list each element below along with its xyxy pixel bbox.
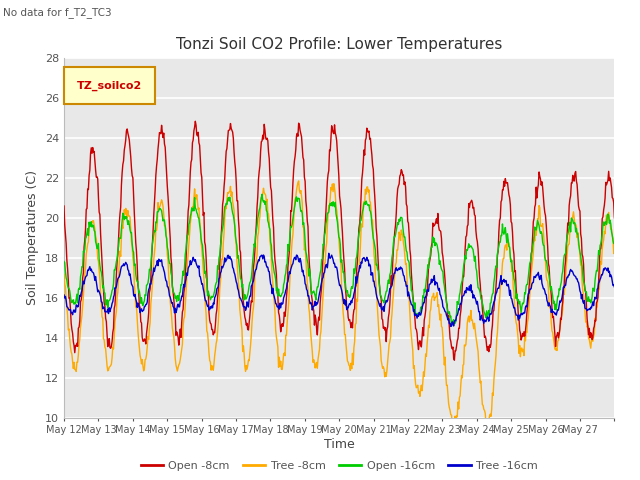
FancyBboxPatch shape xyxy=(64,67,155,104)
Legend: Open -8cm, Tree -8cm, Open -16cm, Tree -16cm: Open -8cm, Tree -8cm, Open -16cm, Tree -… xyxy=(136,456,542,475)
Title: Tonzi Soil CO2 Profile: Lower Temperatures: Tonzi Soil CO2 Profile: Lower Temperatur… xyxy=(176,37,502,52)
Text: TZ_soilco2: TZ_soilco2 xyxy=(77,81,142,91)
Text: No data for f_T2_TC3: No data for f_T2_TC3 xyxy=(3,7,112,18)
X-axis label: Time: Time xyxy=(324,438,355,451)
Y-axis label: Soil Temperatures (C): Soil Temperatures (C) xyxy=(26,170,39,305)
